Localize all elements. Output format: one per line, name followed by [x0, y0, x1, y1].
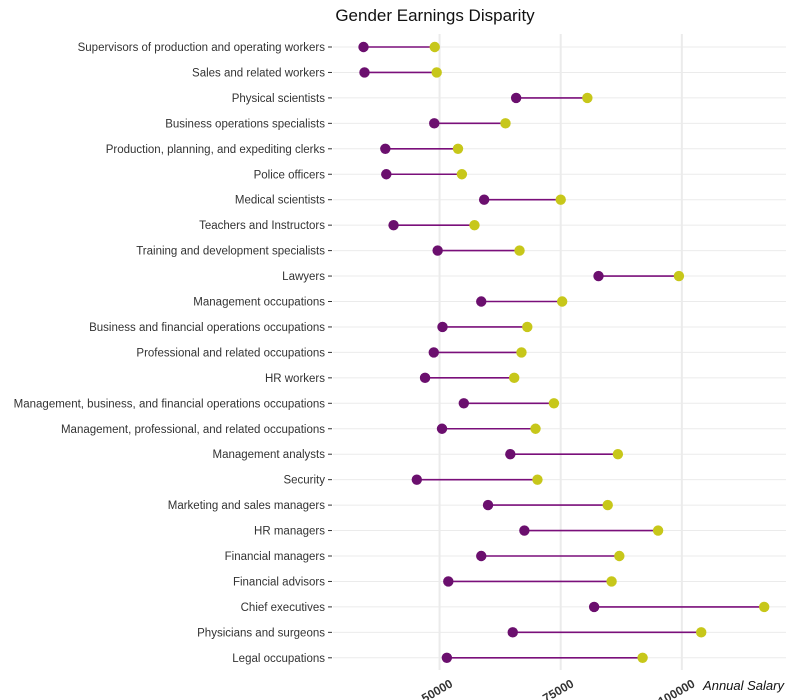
female-salary-point	[588, 601, 600, 613]
chart-title: Gender Earnings Disparity	[335, 6, 535, 25]
male-salary-point	[612, 449, 624, 460]
male-salary-point	[429, 41, 440, 53]
female-salary-point	[432, 245, 443, 256]
female-salary-point	[458, 398, 470, 409]
male-salary-point	[602, 499, 613, 511]
y-tick-label: Physical scientists	[232, 93, 326, 105]
female-salary-point	[482, 499, 494, 511]
x-tick-label: 75000	[540, 676, 576, 700]
female-salary-point	[429, 118, 440, 129]
y-tick-label: Business and financial operations occupa…	[89, 322, 325, 334]
male-salary-point	[514, 245, 525, 256]
female-salary-point	[593, 270, 604, 282]
female-salary-point	[358, 41, 369, 53]
gridlines	[333, 34, 786, 670]
y-tick-label: Chief executives	[241, 602, 326, 614]
y-tick-label: Supervisors of production and operating …	[78, 42, 326, 54]
male-salary-point	[509, 372, 520, 384]
y-tick-label: Physicians and surgeons	[197, 627, 325, 639]
male-salary-point	[516, 347, 527, 358]
female-salary-point	[505, 449, 516, 460]
y-tick-label: Marketing and sales managers	[168, 500, 325, 512]
y-tick-label: Business operations specialists	[165, 118, 325, 130]
male-salary-point	[582, 92, 593, 104]
y-tick-label: Lawyers	[282, 271, 325, 283]
x-tick-label: 50000	[419, 676, 455, 700]
plot-marks	[358, 41, 770, 663]
female-salary-point	[437, 321, 448, 333]
male-salary-point	[522, 321, 533, 333]
male-salary-point	[530, 423, 541, 434]
male-salary-point	[532, 474, 543, 485]
male-salary-point	[548, 398, 560, 409]
y-tick-label: Management, business, and financial oper…	[14, 398, 326, 410]
female-salary-point	[428, 347, 439, 358]
female-salary-point	[476, 550, 487, 562]
y-tick-label: Professional and related occupations	[136, 347, 325, 359]
y-tick-label: Financial advisors	[233, 576, 325, 588]
y-tick-label: Production, planning, and expediting cle…	[106, 144, 326, 156]
male-salary-point	[452, 143, 464, 154]
x-tick-label: 100000	[656, 676, 698, 700]
y-tick-label: Teachers and Instructors	[199, 220, 325, 232]
y-tick-label: Police officers	[254, 169, 326, 181]
y-tick-label: HR workers	[265, 373, 325, 385]
y-tick-label: Sales and related workers	[192, 67, 325, 79]
y-tick-label: Legal occupations	[232, 653, 325, 665]
male-salary-point	[758, 601, 770, 613]
female-salary-point	[411, 474, 423, 485]
female-salary-point	[359, 67, 370, 78]
male-salary-point	[556, 296, 568, 307]
female-salary-point	[380, 143, 391, 154]
y-tick-label: Medical scientists	[235, 195, 325, 207]
y-tick-label: Training and development specialists	[136, 246, 325, 258]
y-tick-label: Financial managers	[225, 551, 326, 563]
male-salary-point	[500, 118, 511, 129]
y-tick-label: Management occupations	[193, 297, 325, 309]
male-salary-point	[606, 576, 617, 587]
male-salary-point	[673, 270, 685, 282]
female-salary-point	[443, 576, 454, 587]
female-salary-point	[478, 194, 490, 205]
female-salary-point	[388, 219, 399, 231]
male-salary-point	[555, 194, 566, 205]
female-salary-point	[519, 525, 530, 536]
male-salary-point	[652, 525, 664, 536]
y-tick-label: Management, professional, and related oc…	[61, 424, 325, 436]
male-salary-point	[456, 169, 468, 180]
male-salary-point	[469, 219, 480, 231]
female-salary-point	[381, 169, 392, 180]
male-salary-point	[696, 627, 707, 638]
female-salary-point	[476, 296, 487, 307]
y-tick-label: Security	[283, 475, 325, 487]
male-salary-point	[637, 652, 648, 663]
y-axis: Supervisors of production and operating …	[14, 42, 332, 665]
y-tick-label: HR managers	[254, 526, 325, 538]
male-salary-point	[614, 550, 625, 562]
female-salary-point	[436, 423, 448, 434]
x-axis: 50000 75000 100000	[419, 676, 697, 700]
female-salary-point	[419, 372, 431, 384]
female-salary-point	[510, 92, 522, 104]
male-salary-point	[431, 67, 442, 78]
x-axis-title: Annual Salary	[702, 678, 785, 693]
female-salary-point	[441, 652, 453, 663]
y-tick-label: Management analysts	[212, 449, 325, 461]
female-salary-point	[507, 627, 518, 638]
